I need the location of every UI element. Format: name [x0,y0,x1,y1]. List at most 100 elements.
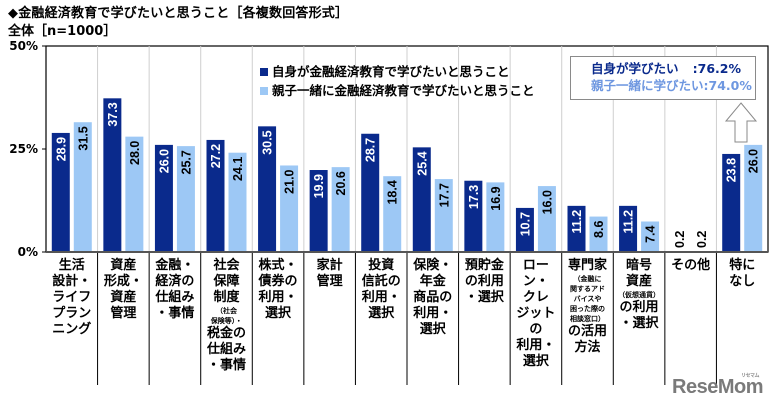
category-label: 暗号 資産 （仮想通貨） の利用 ・選択 [614,258,664,332]
category-label-line: プラン [52,306,92,321]
category-label-line: 選択 [419,322,446,337]
category-label: 株式・ 債券の 利用・ 選択 [253,258,303,322]
category-label-line: ジットの [516,306,556,337]
bar-self [309,170,328,252]
y-tick-label: 50% [9,39,38,53]
up-arrow-icon [724,102,758,143]
total-callout: 自身が学びたい :76.2% 親子一緒に学びたい :74.0% [570,56,756,100]
value-label: 21.0 [283,169,297,193]
category-label-line: の利用 [619,300,659,315]
bar-parent-child [486,182,505,252]
callout-label-self: 自身が学びたい [591,61,679,76]
category-label-line: なし [729,274,756,289]
category-label: 預貯金 の利用 ・選択 [459,258,509,306]
category-label-line: 年金 [419,274,446,289]
logo-text: ReseMom [672,376,763,398]
category-label-line: 保障 [213,274,240,289]
bar-self [619,205,638,252]
category-label-note: （仮想通貨） [618,291,661,299]
category-label-line: 専門家 [567,258,607,273]
bar-self [154,144,173,252]
bar-parent-child [331,167,350,252]
category-label-line: 利用・ [258,290,298,305]
value-label: 26.0 [747,149,761,173]
category-label-line: 資産 [110,290,137,305]
category-label: 特に なし [717,258,767,290]
category-label-line: 選択 [522,354,549,369]
value-label: 0.2 [695,231,709,248]
category-label-line: ニング [52,322,92,337]
category-label-line: の利用 [464,274,504,289]
category-label-line: ・選択 [464,290,504,305]
callout-value-parent-child: :74.0% [703,78,752,93]
category-label-line: 保険・ [413,258,453,273]
value-label: 19.9 [312,174,326,198]
category-label-line: その他 [671,258,711,273]
category-label-line: 利用・ [413,306,453,321]
callout-row-parent-child: 親子一緒に学びたい :74.0% [571,77,755,94]
category-label-line: 仕組み [155,290,195,305]
category-label-line: 制度 [213,290,240,305]
category-label-line: 税金の [206,326,246,341]
axis-layer: 0% 25% 50% [9,39,768,385]
bar-self [206,139,225,252]
value-label: 23.8 [725,158,739,182]
value-label: 25.4 [415,151,429,175]
category-label-line: ローン・ [522,258,549,289]
category-label-line: ・事情 [206,358,246,373]
legend-item-parent-child: 親子一緒に金融経済教育で学びたいと思うこと [260,81,535,100]
legend-label-self: 自身が金融経済教育で学びたいと思うこと [272,64,510,79]
category-label-line: ライフ [52,290,92,305]
bar-parent-child [537,186,556,252]
bar-parent-child [228,152,247,252]
category-label: ローン・ クレ ジットの 利用・ 選択 [511,258,561,370]
value-label: 25.7 [179,150,193,174]
bar-parent-child [744,144,763,252]
legend: 自身が金融経済教育で学びたいと思うこと 親子一緒に金融経済教育で学びたいと思うこ… [260,62,535,100]
logo-kana: リセマム [740,373,760,379]
y-tick-label: 0% [18,245,38,259]
category-label-line: 株式・ [258,258,298,273]
category-label-note: 相談窓口） [570,315,605,323]
bar-parent-child [383,176,402,252]
category-label: 金融・ 経済の 仕組み ・事情 [150,258,200,322]
category-label-line: 利用・ [516,338,556,353]
resemom-logo: ReseMom リセマム [672,373,763,399]
category-label-line: 資産 [110,258,137,273]
category-label: その他 [666,258,716,274]
bars-layer [51,98,763,252]
value-label: 17.7 [437,183,451,207]
category-label: 社会 保障 制度 （社会 保険等）・ 税金の 仕組み ・事情 [202,258,252,374]
value-label: 16.9 [489,186,503,210]
bar-self [722,153,741,252]
value-label: 31.5 [76,126,90,150]
value-label: 17.3 [467,185,481,209]
category-label-line: 生活 [58,258,85,273]
category-label-note: 保険等）・ [210,317,243,325]
category-label: 家計 管理 [305,258,355,290]
category-label-note: 困った際の [570,305,605,313]
callout-label-parent-child: 親子一緒に学びたい [591,78,704,93]
value-label: 0.2 [673,231,687,248]
chart-title: ◆金融経済教育で学びたいと思うこと［各複数回答形式］ [8,6,349,21]
bar-parent-child [641,221,660,252]
category-label-line: 形成・ [103,274,143,289]
category-label: 専門家 （金融に 関するアド バイスや 困った際の 相談窓口） の活用 方法 [563,258,613,356]
value-label: 37.3 [106,102,120,126]
value-label: 28.9 [54,137,68,161]
category-label-line: 管理 [110,306,137,321]
category-label-line: 家計 [316,258,343,273]
category-label: 資産 形成・ 資産 管理 [98,258,148,322]
bar-self [258,126,277,252]
legend-item-self: 自身が金融経済教育で学びたいと思うこと [260,62,535,81]
callout-row-self: 自身が学びたい :76.2% [571,60,755,77]
category-label-line: 設計・ [52,274,92,289]
bar-parent-child [280,165,299,252]
category-label-line: クレ [522,290,549,305]
category-label-line: 資産 [626,274,653,289]
value-label: 26.0 [157,149,171,173]
bar-parent-child [125,136,144,252]
bar-parent-child [73,122,92,252]
bar-parent-child [589,216,608,252]
